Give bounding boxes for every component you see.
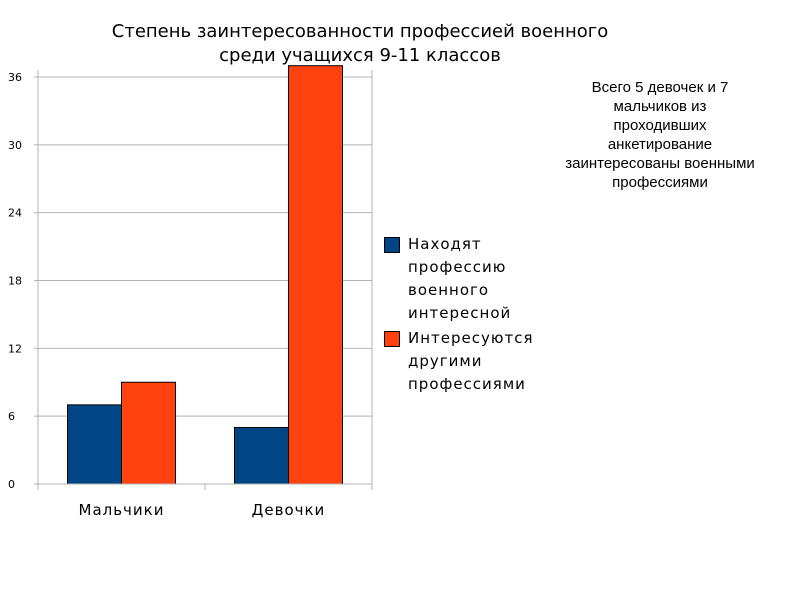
note-line-6: профессиями: [612, 174, 708, 191]
y-tick-label-2: 12: [8, 342, 22, 355]
legend-label-1-line-2: профессию: [408, 258, 507, 276]
legend-swatch-2: [384, 331, 400, 347]
legend-item-1: Находят профессию военного интересной: [384, 233, 554, 325]
note-line-5: заинтересованы военными: [565, 155, 755, 172]
legend-item-2: Интересуются другими профессиями: [384, 327, 554, 396]
note-line-1: Всего 5 девочек и 7: [591, 79, 729, 96]
axes: [34, 70, 373, 490]
bar-1-1: [288, 65, 343, 485]
bars: [67, 65, 343, 485]
bar-0-0: [67, 404, 122, 485]
legend-label-2-line-3: профессиями: [408, 375, 526, 393]
x-tick-label-1: Девочки: [252, 501, 326, 519]
y-tick-label-4: 24: [8, 207, 22, 220]
legend-label-1: Находят профессию военного интересной: [408, 233, 511, 325]
chart-title: Степень заинтересованности профессией во…: [60, 20, 660, 68]
legend-label-1-line-3: военного: [408, 281, 490, 299]
y-tick-label-0: 0: [8, 478, 15, 491]
note-line-4: анкетирование: [607, 136, 713, 153]
legend-label-2: Интересуются другими профессиями: [408, 327, 534, 396]
axis-labels: 0 6 12 18 24 30 36 Мальчики Девочки: [8, 71, 326, 519]
legend: Находят профессию военного интересной Ин…: [384, 233, 554, 398]
y-tick-label-3: 18: [8, 275, 22, 288]
legend-label-2-line-1: Интересуются: [408, 329, 534, 347]
y-tick-label-6: 36: [8, 71, 22, 84]
legend-swatch-1: [384, 237, 400, 253]
chart-title-line-2: среди учащихся 9-11 классов: [219, 45, 501, 66]
x-tick-label-0: Мальчики: [79, 501, 165, 519]
y-tick-label-1: 6: [8, 410, 15, 423]
y-tick-label-5: 30: [8, 139, 22, 152]
legend-label-2-line-2: другими: [408, 352, 483, 370]
bar-1-0: [234, 426, 289, 485]
legend-label-1-line-4: интересной: [408, 304, 512, 322]
bar-0-1: [121, 381, 176, 485]
chart-title-line-1: Степень заинтересованности профессией во…: [111, 21, 609, 42]
annotation-note: Всего 5 девочек и 7 мальчиков из проходи…: [540, 78, 780, 192]
note-line-3: проходивших: [613, 117, 707, 134]
note-line-2: мальчиков из: [613, 98, 707, 115]
legend-label-1-line-1: Находят: [408, 235, 482, 253]
